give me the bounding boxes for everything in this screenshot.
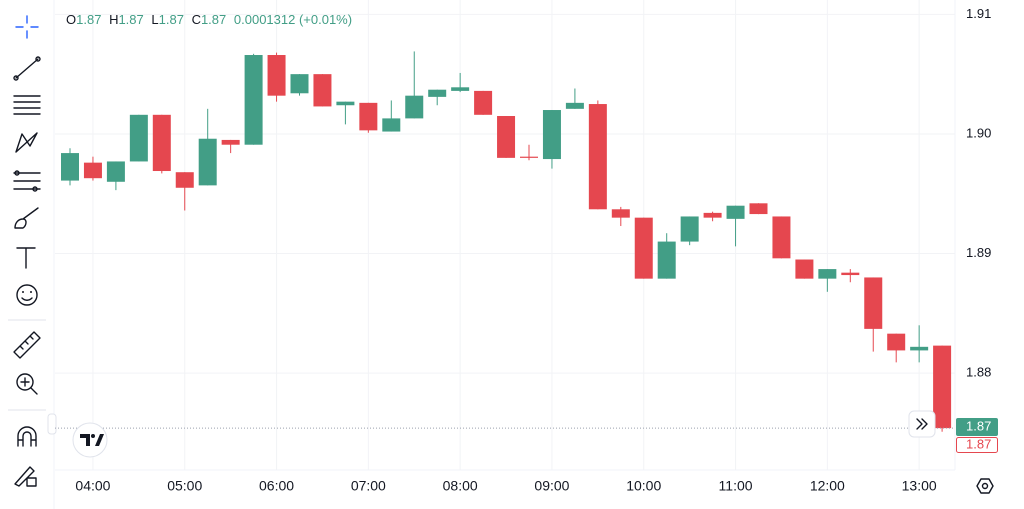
- trend-line-tool[interactable]: [13, 56, 41, 81]
- low-value: 1.87: [159, 12, 184, 27]
- high-value: 1.87: [118, 12, 143, 27]
- low-label: L: [151, 12, 158, 27]
- x-tick-label: 05:00: [167, 478, 202, 494]
- candle-body: [198, 138, 217, 186]
- y-tick-label: 1.91: [966, 6, 991, 21]
- last-price-label: 1.87: [966, 418, 991, 433]
- ohlc-legend: O1.87 H1.87 L1.87 C1.87 0.0001312 (+0.01…: [66, 12, 352, 27]
- candle-body: [864, 277, 883, 329]
- candle-body: [221, 139, 240, 145]
- collapse-handle[interactable]: [47, 413, 57, 435]
- candle-body: [267, 55, 286, 96]
- fib-tool[interactable]: [13, 95, 41, 115]
- candle-body: [497, 116, 516, 158]
- candle-body: [382, 118, 401, 132]
- candle-body: [244, 55, 263, 145]
- brush-tool[interactable]: [14, 207, 39, 229]
- candle-body: [657, 241, 676, 279]
- close-label: C: [192, 12, 201, 27]
- candle-body: [175, 172, 194, 188]
- open-value: 1.87: [76, 12, 101, 27]
- y-tick-label: 1.89: [966, 245, 991, 260]
- x-tick-label: 11:00: [719, 478, 753, 494]
- candle-body: [611, 209, 630, 218]
- change-value: 0.0001312 (+0.01%): [234, 12, 352, 27]
- pattern-tool[interactable]: [15, 132, 38, 153]
- candles: [55, 51, 955, 432]
- candle-body: [841, 272, 860, 276]
- candle-body: [313, 74, 332, 107]
- settings-button[interactable]: [976, 478, 994, 494]
- candle-body: [152, 114, 171, 172]
- high-label: H: [109, 12, 118, 27]
- candle-body: [405, 95, 424, 119]
- candle-body: [359, 102, 378, 131]
- prev-price-label: 1.87: [966, 436, 991, 451]
- x-tick-label: 13:00: [902, 478, 937, 494]
- candle-body: [428, 89, 447, 97]
- candle-body: [106, 161, 125, 182]
- candle-body: [129, 114, 148, 162]
- open-label: O: [66, 12, 76, 27]
- prediction-tool[interactable]: [13, 170, 41, 192]
- candle-body: [565, 102, 584, 109]
- x-tick-label: 07:00: [351, 478, 386, 494]
- candle-body: [772, 216, 791, 259]
- candle-body: [451, 87, 470, 91]
- x-tick-label: 09:00: [534, 478, 569, 494]
- last-price-box: [956, 418, 998, 436]
- candle-body: [290, 74, 309, 94]
- grid: [55, 0, 955, 470]
- zoom-tool[interactable]: [16, 373, 38, 395]
- candle-body: [520, 156, 538, 158]
- candle-body: [795, 259, 814, 279]
- candle-body: [680, 216, 699, 242]
- x-tick-label: 12:00: [810, 478, 845, 494]
- ruler-tool[interactable]: [13, 331, 41, 359]
- text-tool[interactable]: [16, 247, 36, 269]
- candle-body: [588, 104, 607, 210]
- candle-body: [474, 90, 493, 115]
- logo: [72, 422, 108, 458]
- candle-body: [726, 205, 745, 219]
- x-tick-label: 04:00: [75, 478, 110, 494]
- toolbar: [8, 15, 46, 487]
- candle-body: [542, 110, 561, 160]
- candle-body: [61, 153, 79, 181]
- candle-body: [910, 346, 929, 351]
- candle-body: [749, 203, 768, 215]
- scroll-to-latest-button[interactable]: [908, 410, 936, 438]
- lock-drawings-tool[interactable]: [14, 466, 37, 487]
- y-tick-label: 1.90: [966, 125, 991, 140]
- x-tick-label: 10:00: [626, 478, 661, 494]
- y-tick-label: 1.88: [966, 365, 991, 380]
- close-value: 1.87: [201, 12, 226, 27]
- candle-body: [336, 101, 355, 106]
- candle-body: [703, 212, 722, 218]
- candle-body: [933, 345, 952, 429]
- x-tick-label: 08:00: [443, 478, 478, 494]
- candle-body: [818, 269, 837, 279]
- candle-body: [634, 217, 653, 279]
- candle-body: [887, 333, 906, 351]
- prev-price-box: [956, 437, 998, 453]
- candle-body: [83, 162, 102, 179]
- crosshair-tool[interactable]: [15, 15, 39, 39]
- magnet-tool[interactable]: [17, 426, 37, 447]
- x-tick-label: 06:00: [259, 478, 294, 494]
- emoji-tool[interactable]: [16, 284, 38, 306]
